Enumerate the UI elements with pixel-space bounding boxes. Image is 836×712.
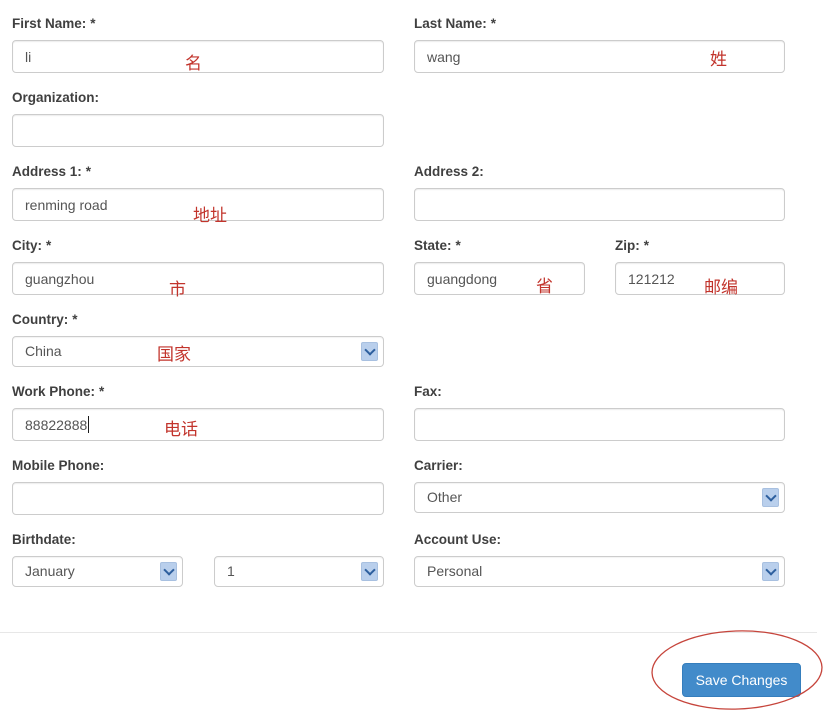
last-name-field: Last Name: *	[414, 16, 785, 73]
organization-field: Organization:	[12, 90, 384, 147]
fax-input[interactable]	[414, 408, 785, 441]
birthdate-label: Birthdate:	[12, 532, 384, 548]
birth-month-select[interactable]: January	[12, 556, 183, 587]
required-asterisk: *	[90, 16, 96, 31]
required-asterisk: *	[46, 238, 52, 253]
country-field: Country: * China	[12, 312, 384, 367]
address1-field: Address 1: *	[12, 164, 384, 221]
last-name-label: Last Name: *	[414, 16, 785, 32]
carrier-label-text: Carrier:	[414, 458, 463, 473]
mobile-phone-field: Mobile Phone:	[12, 458, 384, 515]
account-use-label-text: Account Use:	[414, 532, 502, 547]
country-selected-value: China	[25, 343, 62, 359]
fax-label-text: Fax:	[414, 384, 442, 399]
carrier-selected-value: Other	[427, 489, 463, 505]
country-label: Country: *	[12, 312, 384, 328]
birth-month-selected-value: January	[25, 563, 75, 579]
address2-field: Address 2:	[414, 164, 785, 221]
birth-day-selected-value: 1	[227, 563, 235, 579]
required-asterisk: *	[643, 238, 650, 253]
account-use-select[interactable]: Personal	[414, 556, 785, 587]
zip-input[interactable]	[615, 262, 785, 295]
chevron-down-icon	[762, 488, 779, 507]
birth-day-select[interactable]: 1	[214, 556, 384, 587]
divider	[0, 632, 817, 633]
chevron-down-icon	[160, 562, 177, 581]
last-name-label-text: Last Name:	[414, 16, 487, 31]
state-input[interactable]	[414, 262, 585, 295]
account-use-label: Account Use:	[414, 532, 785, 548]
chevron-down-icon	[361, 342, 378, 361]
carrier-select[interactable]: Other	[414, 482, 785, 513]
required-asterisk: *	[490, 16, 497, 31]
mobile-phone-label-text: Mobile Phone:	[12, 458, 105, 473]
first-name-label-text: First Name:	[12, 16, 87, 31]
city-input[interactable]	[12, 262, 384, 295]
first-name-field: First Name: *	[12, 16, 384, 73]
last-name-input[interactable]	[414, 40, 785, 73]
birthdate-field: Birthdate: January 1	[12, 532, 384, 587]
work-phone-label-text: Work Phone:	[12, 384, 96, 399]
mobile-phone-label: Mobile Phone:	[12, 458, 384, 474]
first-name-input[interactable]	[12, 40, 384, 73]
organization-input[interactable]	[12, 114, 384, 147]
state-label: State: *	[414, 238, 585, 254]
city-field: City: *	[12, 238, 384, 295]
address2-input[interactable]	[414, 188, 785, 221]
fax-label: Fax:	[414, 384, 785, 400]
text-caret	[88, 416, 89, 433]
country-select[interactable]: China	[12, 336, 384, 367]
zip-field: Zip: *	[615, 238, 785, 295]
work-phone-input[interactable]	[12, 408, 384, 441]
required-asterisk: *	[99, 384, 105, 399]
save-changes-button[interactable]: Save Changes	[682, 663, 801, 697]
city-label-text: City:	[12, 238, 42, 253]
carrier-field: Carrier: Other	[414, 458, 785, 513]
state-field: State: *	[414, 238, 585, 295]
mobile-phone-input[interactable]	[12, 482, 384, 515]
chevron-down-icon	[762, 562, 779, 581]
address1-label-text: Address 1:	[12, 164, 82, 179]
address1-input[interactable]	[12, 188, 384, 221]
zip-label-text: Zip:	[615, 238, 640, 253]
state-label-text: State:	[414, 238, 452, 253]
account-use-selected-value: Personal	[427, 563, 483, 579]
address1-label: Address 1: *	[12, 164, 384, 180]
birthdate-label-text: Birthdate:	[12, 532, 76, 547]
carrier-label: Carrier:	[414, 458, 785, 474]
address2-label: Address 2:	[414, 164, 785, 180]
birthdate-selects: January 1	[12, 556, 384, 587]
fax-field: Fax:	[414, 384, 785, 441]
work-phone-field: Work Phone: *	[12, 384, 384, 441]
zip-label: Zip: *	[615, 238, 785, 254]
work-phone-label: Work Phone: *	[12, 384, 384, 400]
required-asterisk: *	[72, 312, 78, 327]
first-name-label: First Name: *	[12, 16, 384, 32]
required-asterisk: *	[455, 238, 461, 253]
account-use-field: Account Use: Personal	[414, 532, 785, 587]
country-label-text: Country:	[12, 312, 69, 327]
address2-label-text: Address 2:	[414, 164, 484, 179]
organization-label: Organization:	[12, 90, 384, 106]
required-asterisk: *	[85, 164, 92, 179]
city-label: City: *	[12, 238, 384, 254]
chevron-down-icon	[361, 562, 378, 581]
organization-label-text: Organization:	[12, 90, 99, 105]
